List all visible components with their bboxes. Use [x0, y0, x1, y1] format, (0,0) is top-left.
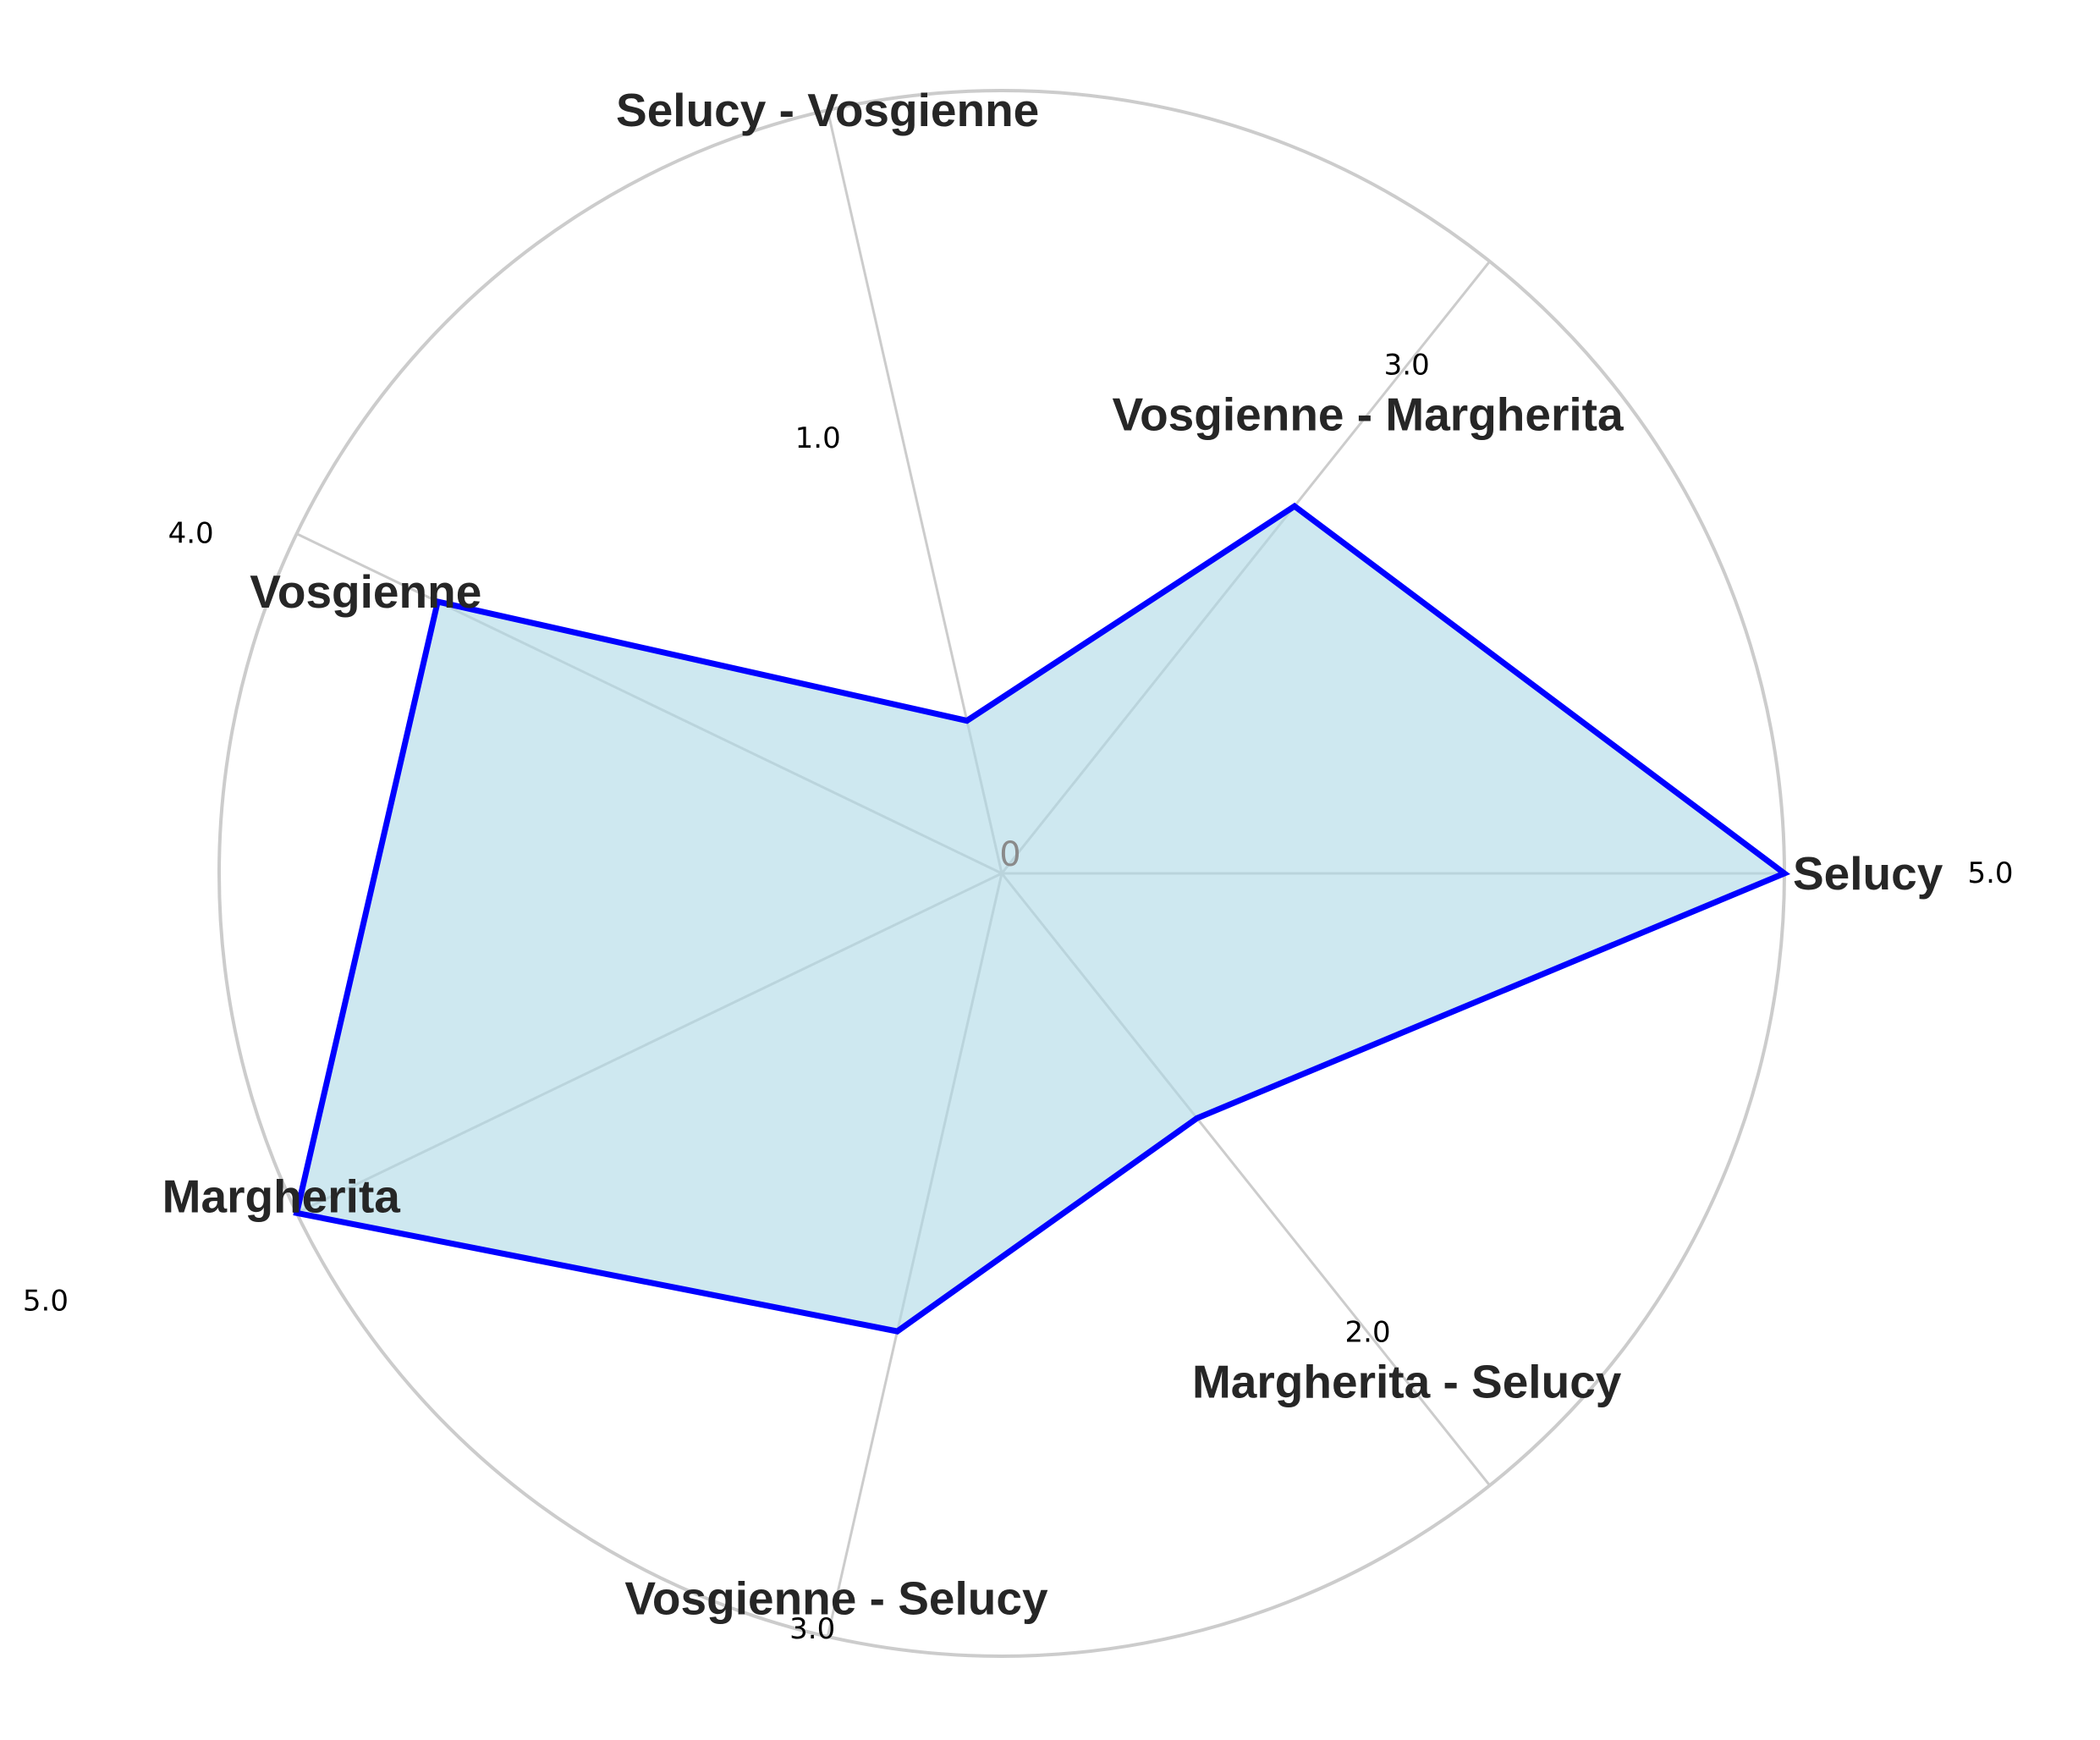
category-label: Selucy	[1793, 847, 1943, 900]
value-label: 4.0	[168, 517, 214, 551]
category-label: Vosgienne	[250, 565, 481, 618]
category-label: Vosgienne - Selucy	[624, 1572, 1048, 1625]
value-label: 5.0	[23, 1285, 69, 1319]
category-label: Margherita - Selucy	[1192, 1355, 1622, 1407]
value-label: 2.0	[1345, 1315, 1391, 1349]
category-label: Vosgienne - Margherita	[1112, 388, 1623, 441]
value-label: 1.0	[795, 421, 841, 455]
value-label: 5.0	[1967, 856, 2013, 890]
category-label: Margherita	[162, 1170, 401, 1222]
value-label: 3.0	[789, 1612, 835, 1646]
value-label: 3.0	[1384, 349, 1430, 383]
data-area	[293, 502, 1791, 1335]
category-labels: Selucy Vosgienne - Margherita Selucy - Vos…	[162, 84, 1943, 1625]
value-labels: 5.0 3.0 1.0 4.0 5.0 3.0 2.0	[23, 349, 2014, 1646]
center-label: 0	[999, 835, 1020, 874]
category-label: Selucy - Vosgienne	[616, 84, 1039, 136]
